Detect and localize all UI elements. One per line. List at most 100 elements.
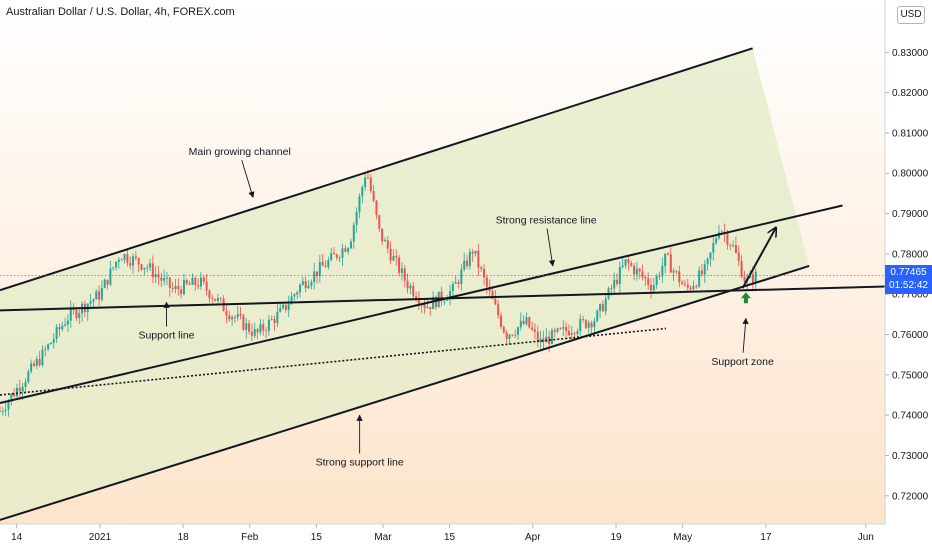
candle-49 (137, 257, 140, 273)
candle-131 (369, 174, 372, 194)
x-tick-label: 19 (610, 532, 622, 543)
candle-197 (556, 327, 559, 334)
candle-235 (664, 253, 667, 274)
candle-76 (214, 298, 217, 302)
candle-body (434, 296, 437, 308)
annotation-main-growing-channel: Main growing channel (189, 146, 291, 158)
candle-41 (115, 261, 118, 271)
candle-58 (163, 269, 166, 286)
candle-body (27, 371, 30, 383)
candle-body (675, 270, 678, 272)
candle-body (740, 260, 743, 277)
candle-body (157, 274, 160, 278)
candle-61 (171, 282, 174, 293)
candle-body (703, 264, 706, 275)
support-up-arrow-icon (740, 292, 751, 304)
candle-163 (460, 264, 463, 291)
candle-body (304, 281, 307, 289)
candle-body (661, 266, 664, 277)
y-tick-label: 0.72000 (892, 491, 929, 502)
candle-19 (52, 332, 55, 349)
candle-60 (168, 276, 171, 297)
candle-body (466, 260, 469, 267)
candle-13 (35, 355, 38, 370)
candle-body (140, 264, 143, 270)
x-tick-label: 15 (311, 532, 323, 543)
candle-body (381, 228, 384, 242)
candle-body (61, 325, 64, 330)
candle-242 (683, 279, 686, 287)
candle-body (409, 285, 412, 289)
candle-42 (117, 257, 120, 269)
candle-body (231, 317, 234, 320)
candle-body (446, 299, 449, 301)
candle-body (109, 268, 112, 285)
candle-0 (0, 406, 1, 413)
currency-button[interactable]: USD (897, 6, 925, 24)
candle-166 (468, 248, 471, 270)
candle-body (188, 283, 191, 285)
candle-body (191, 277, 194, 285)
candle-50 (140, 263, 143, 272)
candle-body (559, 328, 562, 330)
candle-body (683, 284, 686, 285)
candle-body (205, 281, 208, 291)
candle-body (211, 298, 214, 299)
candle-body (214, 298, 217, 301)
candle-body (123, 254, 126, 260)
candle-body (712, 243, 715, 253)
candle-body (284, 304, 287, 310)
candle-body (616, 279, 619, 284)
candle-227 (641, 264, 644, 281)
x-tick-label: 17 (760, 532, 772, 543)
candle-body (30, 363, 33, 372)
candle-16 (44, 345, 47, 357)
candle-body (174, 285, 177, 289)
candle-124 (349, 238, 352, 250)
candle-176 (497, 300, 500, 319)
candle-59 (165, 272, 168, 286)
candle-body (565, 326, 568, 331)
candle-body (316, 271, 319, 277)
candle-207 (584, 318, 587, 330)
candle-body (652, 285, 655, 291)
candle-156 (440, 286, 443, 307)
candle-body (307, 285, 310, 289)
candle-body (332, 253, 335, 255)
candle-36 (100, 280, 103, 302)
candle-147 (415, 291, 418, 302)
time-axis-background[interactable] (0, 524, 932, 550)
price-axis-background[interactable] (885, 0, 932, 524)
candle-53 (149, 258, 152, 272)
candle-body (338, 257, 341, 259)
candle-body (75, 309, 78, 318)
candle-241 (681, 279, 684, 285)
candle-261 (737, 245, 740, 267)
candle-body (256, 329, 259, 333)
projection-arrow (741, 228, 776, 289)
y-tick-label: 0.82000 (892, 88, 929, 99)
candle-body (596, 310, 599, 322)
candle-99 (279, 303, 282, 313)
candle-body (132, 256, 135, 266)
candle-171 (483, 263, 486, 285)
x-tick-label: Feb (241, 532, 259, 543)
candle-body (573, 333, 576, 335)
candle-body (47, 344, 50, 350)
candle-body (273, 319, 276, 324)
candle-9 (24, 378, 27, 392)
candle-148 (417, 291, 420, 310)
candle-127 (358, 193, 361, 219)
candle-body (248, 323, 251, 332)
candle-105 (296, 290, 299, 300)
candle-258 (729, 243, 732, 251)
candle-150 (423, 297, 426, 314)
annotation-support-line: Support line (138, 330, 194, 342)
candle-body (604, 298, 607, 312)
candle-body (681, 282, 684, 285)
candle-body (324, 265, 327, 267)
candle-196 (553, 327, 556, 338)
candle-267 (754, 268, 757, 291)
